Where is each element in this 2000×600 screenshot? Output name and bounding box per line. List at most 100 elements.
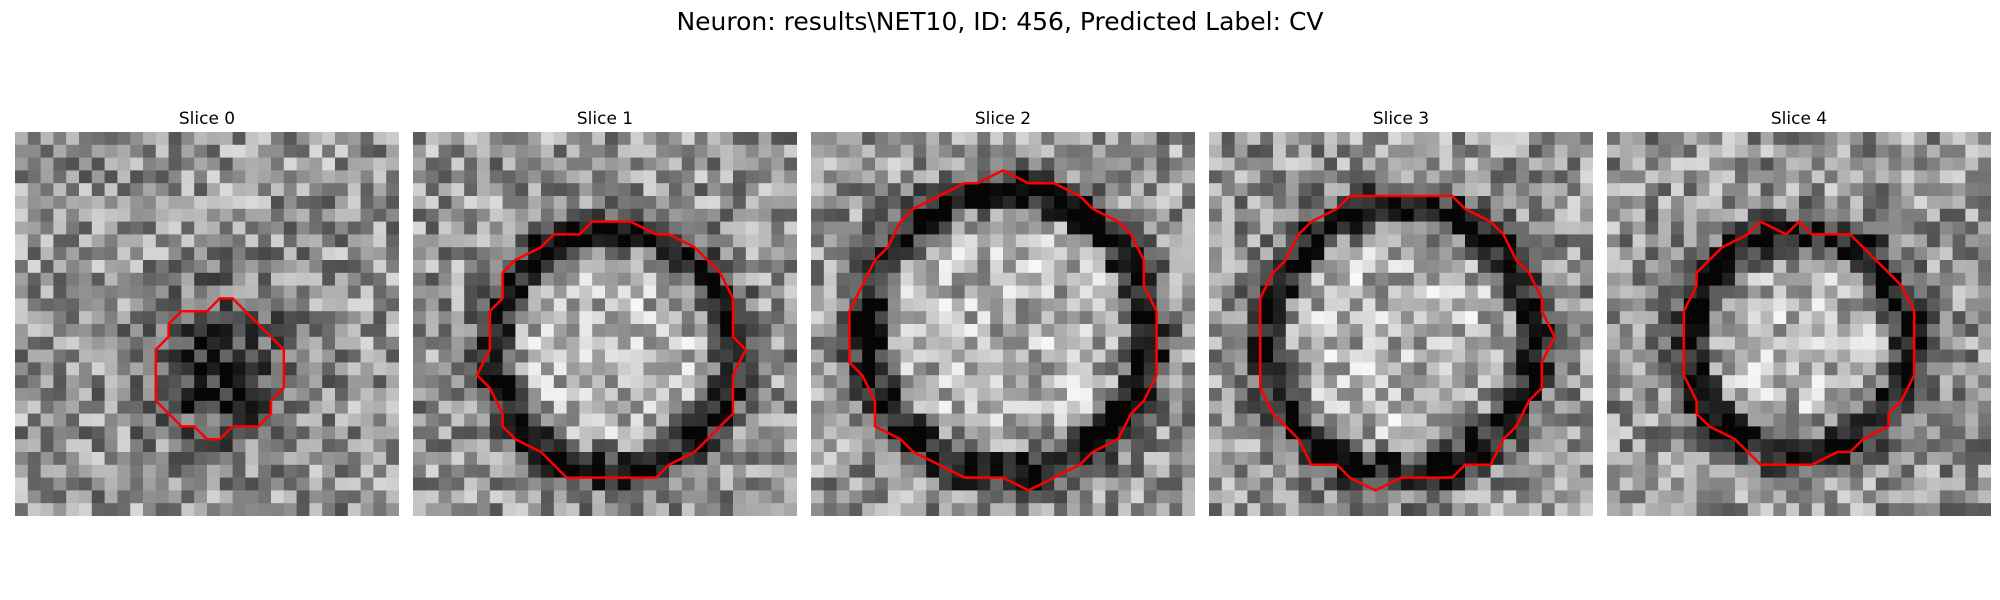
image-pixel [1645, 388, 1659, 402]
image-pixel [823, 477, 838, 491]
image-pixel [168, 247, 182, 261]
image-pixel [1375, 157, 1389, 171]
image-pixel [630, 144, 644, 159]
image-pixel [745, 375, 760, 389]
image-pixel [502, 439, 516, 453]
image-pixel [1209, 183, 1223, 197]
image-pixel [1850, 157, 1864, 171]
image-pixel [1529, 221, 1543, 235]
image-pixel [155, 388, 170, 402]
image-pixel [1554, 362, 1568, 376]
image-pixel [630, 464, 644, 479]
image-pixel [592, 132, 606, 146]
image-pixel [1028, 426, 1042, 440]
image-pixel [53, 157, 67, 171]
image-pixel [1209, 247, 1223, 261]
image-pixel [1632, 452, 1646, 466]
image-pixel [1747, 426, 1762, 440]
image-pixel [951, 490, 966, 504]
image-pixel [245, 375, 259, 389]
image-pixel [464, 132, 478, 146]
image-pixel [386, 234, 399, 248]
image-pixel [1645, 170, 1659, 184]
image-pixel [707, 157, 721, 171]
image-pixel [1645, 196, 1659, 210]
image-pixel [1452, 503, 1466, 516]
image-pixel [951, 477, 966, 491]
image-pixel [1811, 375, 1826, 389]
image-pixel [309, 477, 323, 491]
image-pixel [1607, 439, 1621, 453]
image-pixel [40, 285, 54, 299]
image-pixel [1503, 324, 1517, 338]
image-pixel [1824, 285, 1838, 299]
image-pixel [553, 170, 568, 184]
image-pixel [617, 324, 632, 338]
image-pixel [1516, 464, 1530, 479]
image-pixel [1067, 362, 1081, 376]
image-pixel [1118, 170, 1132, 184]
image-pixel [1824, 490, 1838, 504]
image-pixel [1337, 311, 1351, 325]
image-pixel [413, 349, 427, 363]
image-pixel [964, 400, 978, 415]
image-pixel [811, 362, 825, 376]
image-pixel [1580, 298, 1593, 312]
image-pixel [130, 490, 144, 504]
image-pixel [592, 400, 606, 415]
image-pixel [1541, 413, 1556, 427]
image-pixel [477, 132, 491, 146]
image-pixel [40, 311, 54, 325]
image-pixel [913, 375, 927, 389]
image-pixel [296, 132, 310, 146]
image-pixel [990, 503, 1004, 516]
image-pixel [849, 311, 863, 325]
image-pixel [900, 413, 914, 427]
image-pixel [386, 400, 399, 415]
image-pixel [1709, 413, 1723, 427]
image-pixel [1234, 413, 1248, 427]
image-pixel [1028, 452, 1042, 466]
image-pixel [232, 336, 246, 351]
image-pixel [784, 221, 797, 235]
image-pixel [296, 272, 310, 287]
image-pixel [1426, 170, 1440, 184]
image-pixel [283, 413, 298, 427]
image-pixel [605, 375, 619, 389]
image-pixel [155, 144, 170, 159]
image-pixel [1311, 490, 1325, 504]
image-pixel [489, 336, 504, 351]
image-pixel [15, 426, 29, 440]
image-pixel [913, 464, 927, 479]
image-pixel [258, 132, 272, 146]
image-pixel [451, 324, 465, 338]
image-pixel [1452, 221, 1466, 235]
image-pixel [66, 311, 80, 325]
image-pixel [168, 400, 182, 415]
image-pixel [1156, 247, 1170, 261]
image-pixel [1401, 157, 1415, 171]
image-pixel [1209, 388, 1223, 402]
image-pixel [1452, 208, 1466, 223]
image-pixel [1888, 247, 1902, 261]
image-pixel [913, 311, 927, 325]
image-pixel [489, 234, 504, 248]
image-pixel [1375, 234, 1389, 248]
image-pixel [643, 183, 657, 197]
image-pixel [1247, 144, 1261, 159]
image-pixel [130, 388, 144, 402]
image-pixel [1735, 477, 1749, 491]
image-pixel [117, 362, 131, 376]
image-pixel [1503, 311, 1517, 325]
image-pixel [104, 503, 118, 516]
image-pixel [758, 132, 772, 146]
image-pixel [1965, 234, 1979, 248]
image-pixel [1003, 375, 1017, 389]
image-pixel [1041, 426, 1055, 440]
image-pixel [1452, 477, 1466, 491]
image-pixel [913, 452, 927, 466]
image-pixel [1773, 298, 1787, 312]
image-pixel [477, 413, 491, 427]
image-pixel [1901, 285, 1915, 299]
image-pixel [1824, 413, 1838, 427]
